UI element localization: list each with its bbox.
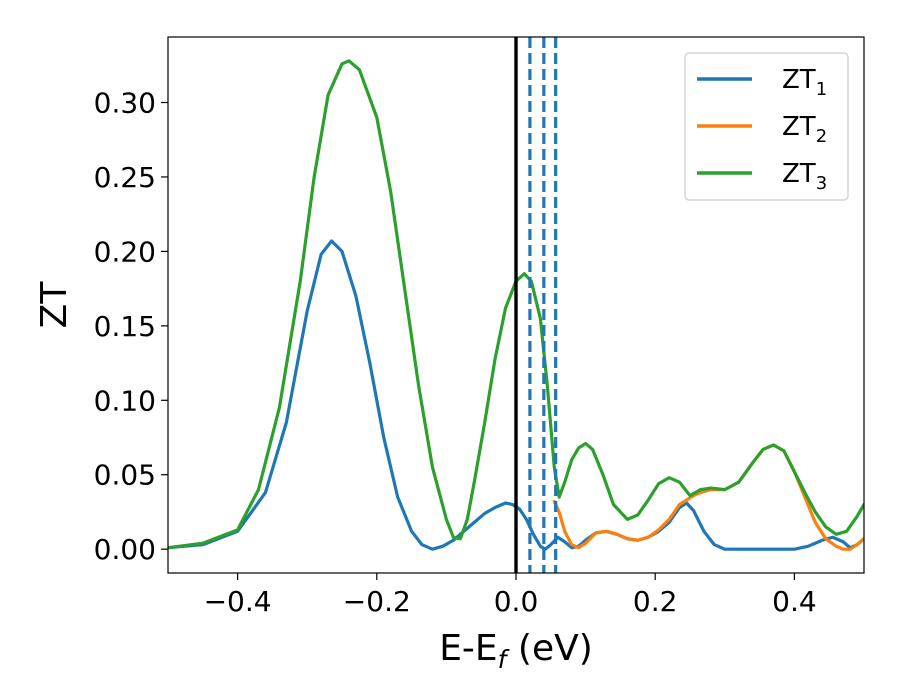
x-axis-label: E-Ef (eV): [439, 628, 593, 674]
x-tick-label: 0.0: [494, 585, 539, 618]
series-line-3: [168, 59, 864, 550]
y-tick-label: 0.30: [94, 87, 156, 120]
x-tick-label: −0.2: [343, 585, 411, 618]
y-axis-label: ZT: [34, 281, 75, 329]
y-tick-label: 0.00: [94, 533, 156, 566]
legend-label: ZT2: [782, 112, 827, 147]
y-tick-label: 0.10: [94, 384, 156, 417]
legend-label: ZT1: [782, 65, 827, 100]
x-tick-label: −0.4: [204, 585, 272, 618]
legend-label: ZT3: [782, 159, 827, 194]
plot-area: [168, 37, 864, 573]
legend: ZT1 ZT2 ZT3: [684, 52, 849, 201]
x-tick-label: 0.2: [633, 585, 678, 618]
y-axis: 0.00 0.05 0.10 0.15 0.20 0.25 0.30: [94, 87, 168, 566]
y-tick-label: 0.25: [94, 161, 156, 194]
x-axis: −0.4 −0.2 0.0 0.2 0.4: [204, 573, 817, 618]
x-tick-label: 0.4: [772, 585, 817, 618]
y-tick-label: 0.20: [94, 235, 156, 268]
y-tick-label: 0.15: [94, 310, 156, 343]
series-line-1: [168, 239, 864, 551]
legend-box: [684, 52, 849, 201]
series-line-2: [552, 443, 864, 551]
y-tick-label: 0.05: [94, 459, 156, 492]
